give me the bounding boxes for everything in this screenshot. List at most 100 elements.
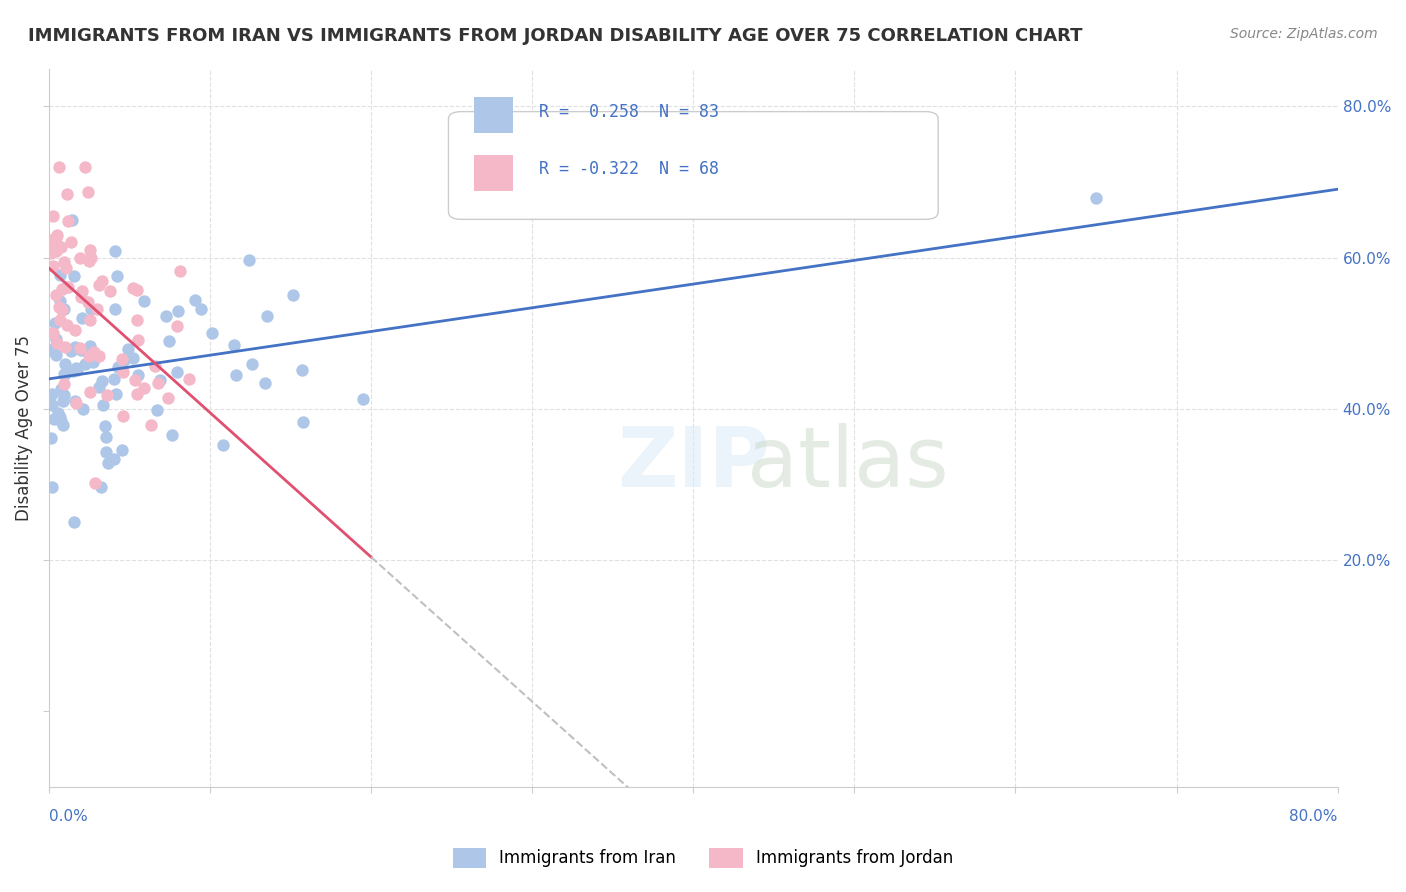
Point <box>77 349 100 363</box>
Point <box>1085 191 1108 205</box>
Point <box>65 361 87 376</box>
Point <box>352 392 374 407</box>
Point <box>82 355 104 369</box>
Point <box>104 244 127 259</box>
Point <box>65 395 87 409</box>
Point <box>76 185 98 199</box>
Point <box>104 301 127 316</box>
Point <box>52 418 75 433</box>
Point <box>111 352 134 367</box>
Point <box>42 209 65 223</box>
Point <box>55 280 77 294</box>
Point <box>42 326 65 340</box>
Point <box>65 393 87 408</box>
Point <box>127 368 149 382</box>
Point <box>139 418 162 433</box>
Point <box>86 301 108 316</box>
Point <box>46 227 69 242</box>
Point <box>124 373 146 387</box>
Point <box>41 342 63 356</box>
FancyBboxPatch shape <box>474 97 513 133</box>
Point <box>98 284 121 298</box>
Point <box>51 302 73 317</box>
Point <box>177 372 200 386</box>
Point <box>66 363 89 377</box>
Point <box>59 235 82 250</box>
Point <box>80 251 103 265</box>
Point <box>58 279 80 293</box>
Point <box>256 309 278 323</box>
Point <box>42 343 65 358</box>
Point <box>121 351 143 365</box>
Point <box>111 442 134 457</box>
Point <box>125 283 148 297</box>
Point <box>201 326 224 340</box>
Point <box>48 160 70 174</box>
Point <box>69 252 91 266</box>
Point <box>107 360 129 375</box>
Point <box>87 379 110 393</box>
Text: atlas: atlas <box>747 423 949 504</box>
Point <box>240 357 263 371</box>
Point <box>51 382 73 396</box>
Point <box>76 295 98 310</box>
Point <box>39 236 62 251</box>
Point <box>59 344 82 359</box>
Point <box>155 309 177 323</box>
Point <box>48 410 70 425</box>
Text: R = -0.322  N = 68: R = -0.322 N = 68 <box>538 160 718 178</box>
Point <box>41 387 63 401</box>
Point <box>84 476 107 491</box>
Point <box>62 364 84 378</box>
Point <box>166 319 188 334</box>
Point <box>53 340 76 354</box>
Point <box>103 372 125 386</box>
Point <box>96 444 118 458</box>
Point <box>169 264 191 278</box>
Point <box>70 343 93 357</box>
Point <box>111 365 134 379</box>
Point <box>79 312 101 326</box>
Point <box>51 414 73 428</box>
Point <box>94 430 117 444</box>
Point <box>49 313 72 327</box>
Point <box>79 385 101 400</box>
Point <box>56 214 79 228</box>
Point <box>117 342 139 356</box>
Point <box>166 365 188 379</box>
Point <box>39 431 62 445</box>
Legend: Immigrants from Iran, Immigrants from Jordan: Immigrants from Iran, Immigrants from Jo… <box>446 841 960 875</box>
Point <box>91 374 114 388</box>
Text: ZIP: ZIP <box>617 423 769 504</box>
Point <box>52 254 75 268</box>
Point <box>55 260 77 275</box>
Point <box>184 293 207 307</box>
Point <box>53 357 76 371</box>
Point <box>122 281 145 295</box>
Point <box>41 398 63 412</box>
Point <box>83 345 105 359</box>
Text: IMMIGRANTS FROM IRAN VS IMMIGRANTS FROM JORDAN DISABILITY AGE OVER 75 CORRELATIO: IMMIGRANTS FROM IRAN VS IMMIGRANTS FROM … <box>28 27 1083 45</box>
Point <box>283 288 305 302</box>
Point <box>291 363 314 377</box>
Point <box>143 359 166 373</box>
Point <box>190 301 212 316</box>
Point <box>291 415 314 429</box>
Point <box>146 376 169 390</box>
Point <box>70 284 93 298</box>
Point <box>42 412 65 426</box>
Point <box>156 392 179 406</box>
Point <box>127 313 149 327</box>
Point <box>97 456 120 470</box>
Point <box>80 301 103 316</box>
Point <box>149 373 172 387</box>
Point <box>60 213 83 227</box>
Point <box>127 333 149 347</box>
Point <box>49 293 72 308</box>
Point <box>45 335 67 350</box>
Point <box>91 399 114 413</box>
Point <box>49 268 72 283</box>
Text: R =  0.258  N = 83: R = 0.258 N = 83 <box>538 103 718 120</box>
Point <box>45 332 67 346</box>
Point <box>125 386 148 401</box>
